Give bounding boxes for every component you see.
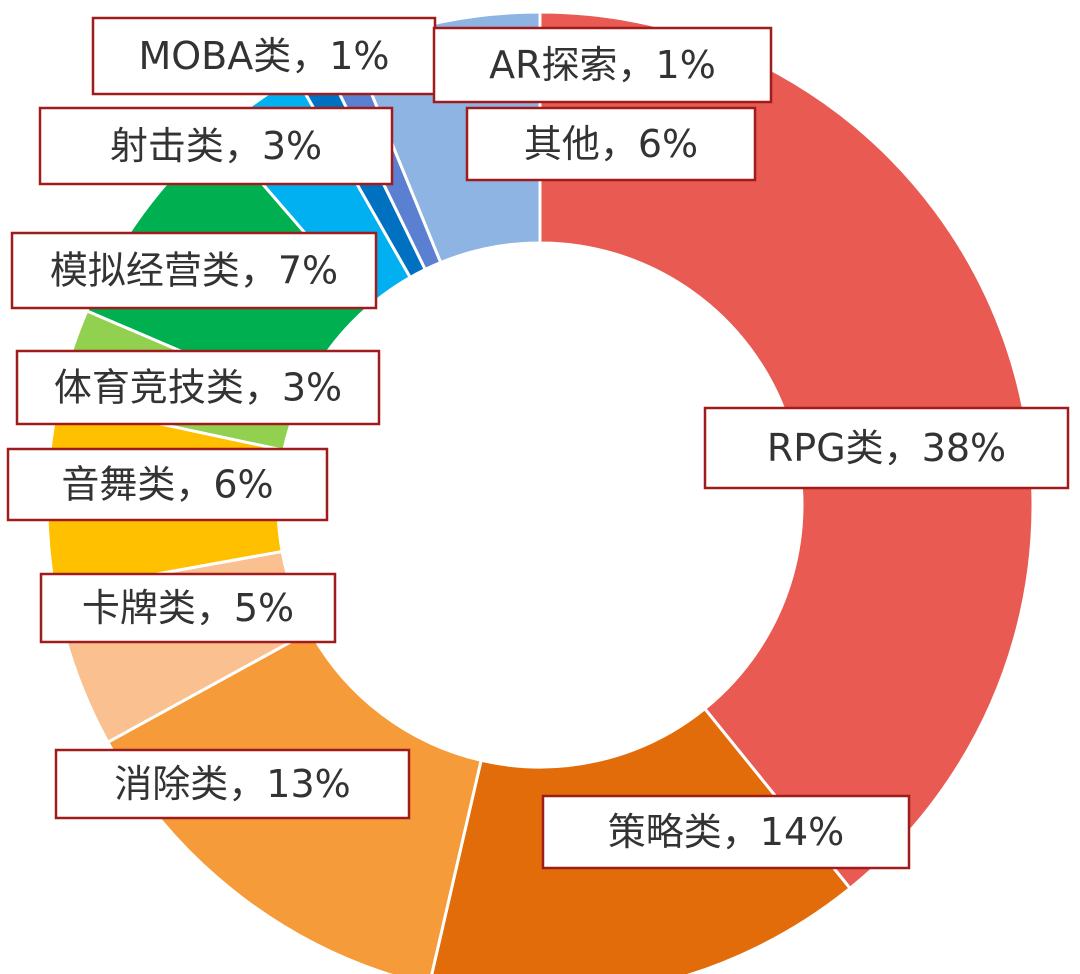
data-label-text: MOBA类，1% — [138, 34, 389, 78]
data-label-9: AR探索，1% — [432, 26, 773, 104]
data-label-2: 消除类，13% — [54, 748, 411, 820]
data-label-text: 策略类，14% — [608, 810, 844, 854]
data-label-box — [432, 26, 773, 104]
data-label-3: 卡牌类，5% — [39, 572, 337, 644]
data-label-box — [15, 349, 381, 426]
data-label-8: MOBA类，1% — [91, 16, 437, 96]
data-label-7: 射击类，3% — [38, 106, 394, 186]
data-label-text: 音舞类，6% — [61, 463, 273, 507]
data-label-box — [10, 231, 378, 310]
data-label-box — [6, 447, 329, 522]
data-label-5: 体育竞技类，3% — [15, 349, 381, 426]
data-label-box — [39, 572, 337, 644]
data-label-4: 音舞类，6% — [6, 447, 329, 522]
data-label-text: AR探索，1% — [489, 43, 716, 87]
data-label-0: RPG类，38% — [703, 406, 1070, 490]
data-label-text: RPG类，38% — [767, 426, 1006, 470]
pie-slice-0 — [538, 10, 1035, 891]
data-label-text: 消除类，13% — [114, 762, 350, 806]
data-label-1: 策略类，14% — [541, 794, 911, 870]
data-label-text: 射击类，3% — [110, 124, 322, 168]
data-label-box — [465, 106, 757, 182]
data-label-text: 其他，6% — [524, 122, 698, 166]
data-label-text: 模拟经营类，7% — [50, 249, 338, 293]
data-label-text: 卡牌类，5% — [82, 586, 294, 630]
data-label-box — [703, 406, 1070, 490]
data-label-box — [91, 16, 437, 96]
labels-layer: RPG类，38% 策略类，14% 消除类，13% 卡牌类，5% 音舞类，6% 体育竞技类，… — [6, 16, 1070, 870]
data-label-box — [541, 794, 911, 870]
data-label-box — [38, 106, 394, 186]
data-label-10: 其他，6% — [465, 106, 757, 182]
data-label-6: 模拟经营类，7% — [10, 231, 378, 310]
data-label-text: 体育竞技类，3% — [54, 366, 342, 410]
data-label-box — [54, 748, 411, 820]
